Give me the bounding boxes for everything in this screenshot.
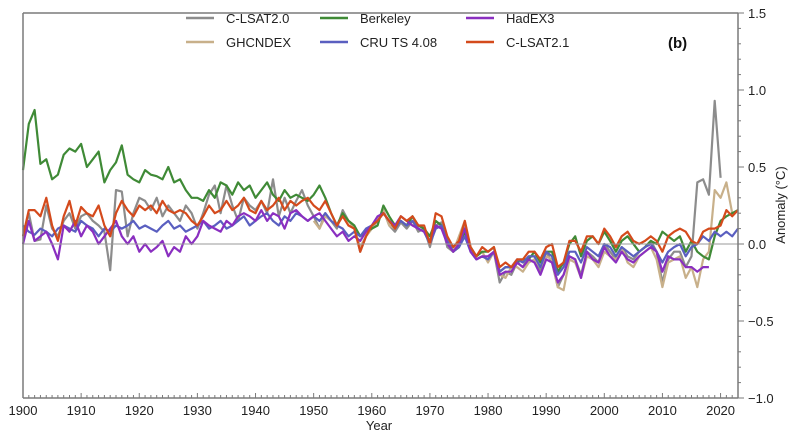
- x-tick-label: 1970: [415, 403, 444, 418]
- x-axis-title: Year: [366, 418, 393, 433]
- series-line-c-lsat2-1: [21, 196, 739, 269]
- legend-label: C-LSAT2.1: [506, 35, 569, 50]
- legend-label: GHCNDEX: [226, 35, 291, 50]
- legend-item: C-LSAT2.1: [466, 35, 569, 50]
- legend-label: CRU TS 4.08: [360, 35, 437, 50]
- x-tick-label: 2010: [648, 403, 677, 418]
- legend-label: Berkeley: [360, 11, 411, 26]
- panel-label: (b): [668, 35, 687, 52]
- series-line-ghcndex: [312, 181, 734, 292]
- x-tick-label: 1920: [125, 403, 154, 418]
- x-tick-label: 2000: [590, 403, 619, 418]
- y-axis-title: Anomaly (°C): [773, 166, 788, 243]
- series-layer: [21, 99, 739, 292]
- y-tick-label: −1.0: [748, 391, 774, 406]
- legend-item: CRU TS 4.08: [320, 35, 437, 50]
- series-line-berkeley: [21, 108, 739, 273]
- x-tick-label: 1940: [241, 403, 270, 418]
- axes: 1900 1910 1920 1930 1940 1950 1960 1970 1980 1990…: [9, 6, 774, 418]
- y-tick-label: 1.5: [748, 6, 766, 21]
- legend-label: HadEX3: [506, 11, 554, 26]
- x-tick-label: 1900: [9, 403, 38, 418]
- legend-item: Berkeley: [320, 11, 411, 26]
- x-tick-label: 1950: [299, 403, 328, 418]
- y-tick-label: 1.0: [748, 83, 766, 98]
- x-tick-label: 1910: [67, 403, 96, 418]
- legend: C-LSAT2.0 GHCNDEX Berkeley CRU TS 4.08 HadEX…: [186, 11, 569, 50]
- legend-label: C-LSAT2.0: [226, 11, 289, 26]
- y-tick-label: 0.5: [748, 160, 766, 175]
- legend-item: C-LSAT2.0: [186, 11, 289, 26]
- x-tick-label: 1930: [183, 403, 212, 418]
- legend-item: HadEX3: [466, 11, 554, 26]
- x-tick-label: 1980: [474, 403, 503, 418]
- x-tick-label: 1990: [532, 403, 561, 418]
- x-tick-label: 2020: [706, 403, 735, 418]
- x-tick-label: 1960: [357, 403, 386, 418]
- y-tick-label: −0.5: [748, 314, 774, 329]
- y-tick-label: 0.0: [748, 237, 766, 252]
- series-line-hadex3: [21, 209, 709, 284]
- legend-item: GHCNDEX: [186, 35, 291, 50]
